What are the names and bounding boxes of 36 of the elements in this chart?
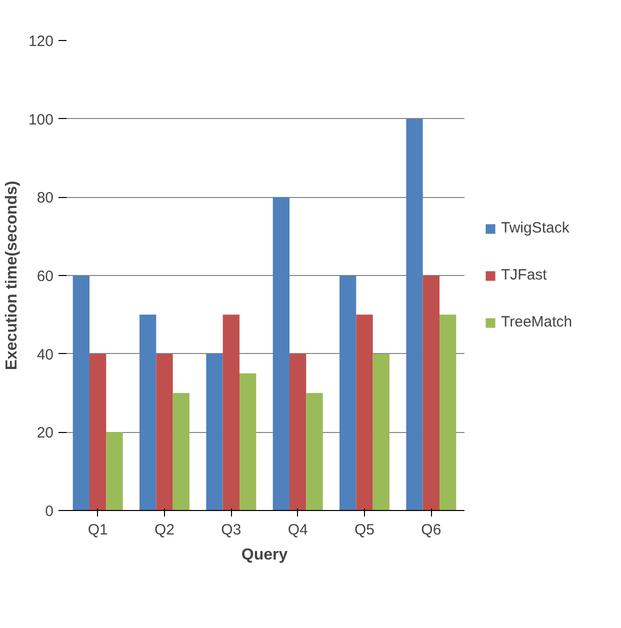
legend-label: TJFast xyxy=(501,266,547,284)
x-axis-title: Query xyxy=(241,546,288,564)
y-tick-label: 0 xyxy=(45,503,54,520)
bar xyxy=(406,118,423,510)
bar xyxy=(306,393,323,510)
bar xyxy=(372,354,390,510)
bar xyxy=(356,314,373,510)
bar xyxy=(290,354,306,510)
x-tick-label: Q5 xyxy=(354,522,375,538)
bar xyxy=(172,393,190,510)
legend-label: TwigStack xyxy=(501,220,570,236)
y-tick-label: 60 xyxy=(36,268,54,285)
bar xyxy=(240,373,256,510)
y-axis-title: Execution time(seconds) xyxy=(3,180,20,370)
bar xyxy=(422,276,440,510)
x-tick-label: Q3 xyxy=(221,522,242,538)
bar xyxy=(222,314,240,510)
bar xyxy=(72,276,90,510)
bar xyxy=(272,197,290,510)
y-tick-label: 20 xyxy=(36,424,54,442)
x-tick-label: Q2 xyxy=(154,522,175,538)
y-tick-label: 40 xyxy=(36,346,54,364)
x-tick-label: Q4 xyxy=(288,522,308,538)
bar xyxy=(106,432,123,510)
x-tick-label: Q6 xyxy=(421,522,442,538)
bar xyxy=(140,314,156,510)
bar xyxy=(90,354,106,510)
x-tick-label: Q1 xyxy=(88,522,108,538)
y-tick-label: 100 xyxy=(28,111,54,128)
bar xyxy=(156,354,173,510)
bar xyxy=(206,354,223,510)
y-tick-label: 120 xyxy=(28,33,54,50)
legend-label: TreeMatch xyxy=(501,314,572,330)
bar xyxy=(340,276,356,510)
bar xyxy=(440,314,456,510)
y-tick-label: 80 xyxy=(36,190,54,207)
